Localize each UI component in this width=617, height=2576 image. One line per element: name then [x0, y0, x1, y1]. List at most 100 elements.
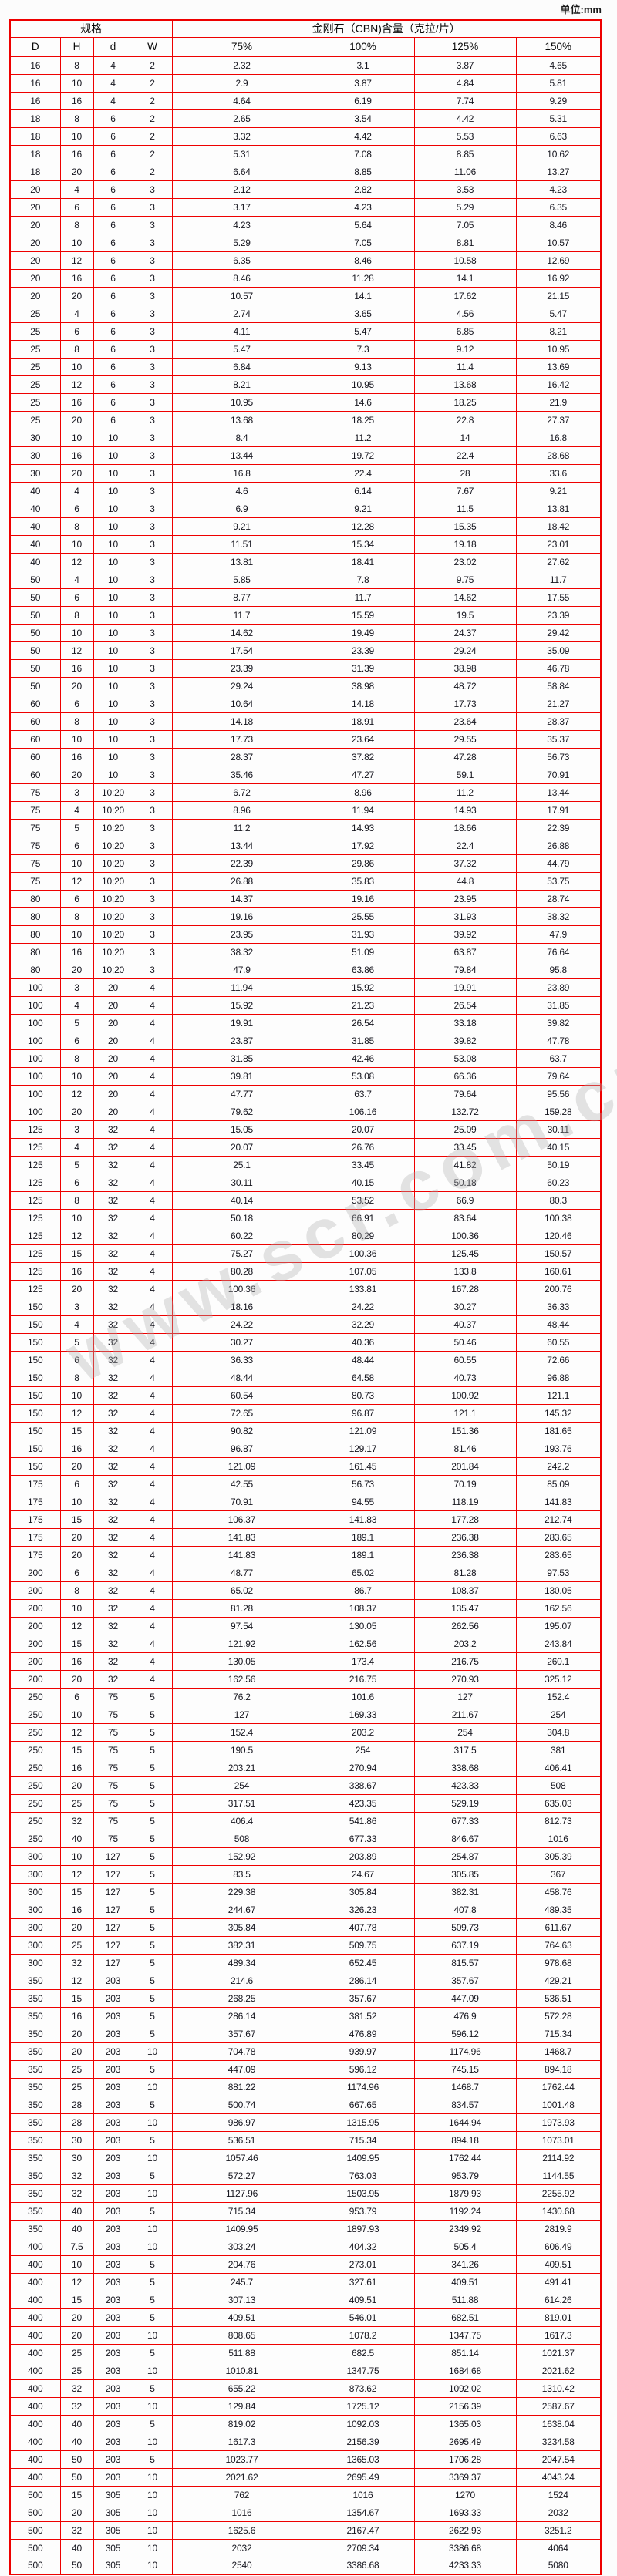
spec-cell: 25 [59, 2059, 94, 2079]
value-cell: 44.8 [413, 871, 517, 891]
spec-cell: 15 [59, 1634, 94, 1653]
value-cell: 326.23 [311, 1900, 415, 1919]
value-cell: 33.6 [515, 463, 602, 483]
value-cell: 1092.03 [311, 2414, 415, 2433]
value-cell: 5.31 [171, 144, 312, 163]
value-cell: 204.76 [171, 2254, 312, 2274]
spec-cell: 6 [93, 233, 133, 252]
spec-cell: 20 [93, 1013, 133, 1032]
value-cell: 25.1 [171, 1155, 312, 1174]
value-cell: 203.2 [413, 1634, 517, 1653]
spec-cell: 20 [59, 162, 94, 181]
value-cell: 65.02 [311, 1563, 415, 1582]
value-cell: 16.92 [515, 268, 602, 288]
value-cell: 130.05 [515, 1581, 602, 1600]
spec-cell: 60 [9, 765, 61, 784]
spec-cell: 32 [93, 1634, 133, 1653]
spec-cell: 12 [59, 375, 94, 394]
value-cell: 22.39 [515, 818, 602, 837]
value-cell: 1365.03 [413, 2414, 517, 2433]
spec-cell: 4 [93, 91, 133, 110]
value-cell: 19.16 [311, 889, 415, 908]
value-cell: 72.66 [515, 1350, 602, 1369]
spec-cell: 40 [59, 1829, 94, 1848]
value-cell: 381 [515, 1740, 602, 1759]
spec-cell: 12 [59, 1864, 94, 1884]
spec-cell: 125 [9, 1190, 61, 1210]
value-cell: 572.27 [171, 2166, 312, 2185]
table-row: 400 12 203 5 245.7 327.61 409.51 491.41 [9, 2272, 602, 2291]
value-cell: 8.96 [311, 783, 415, 802]
spec-cell: 203 [93, 2166, 133, 2185]
spec-cell: 16 [59, 658, 94, 678]
spec-cell: 8 [59, 56, 94, 75]
table-row: 300 20 127 5 305.84 407.78 509.73 611.67 [9, 1918, 602, 1937]
spec-cell: 32 [93, 1350, 133, 1369]
value-cell: 66.9 [413, 1190, 517, 1210]
value-cell: 64.58 [311, 1368, 415, 1387]
value-cell: 16.42 [515, 375, 602, 394]
spec-cell: 10 [93, 623, 133, 642]
spec-cell: 32 [93, 1386, 133, 1405]
value-cell: 254 [515, 1705, 602, 1724]
value-cell: 3386.68 [311, 2556, 415, 2575]
spec-cell: 10 [93, 570, 133, 589]
table-row: 20 6 6 3 3.17 4.23 5.29 6.35 [9, 197, 602, 217]
table-row: 350 32 203 10 1127.96 1503.95 1879.93 2255.92 [9, 2184, 602, 2203]
value-cell: 715.34 [311, 2130, 415, 2150]
value-cell: 409.51 [515, 2254, 602, 2274]
spec-cell: 32 [93, 1279, 133, 1298]
spec-cell: 203 [93, 2450, 133, 2469]
value-cell: 423.35 [311, 1793, 415, 1813]
table-body: 16 8 4 2 2.32 3.1 3.87 4.65 16 10 4 2 2.9 3.87 4.84 5.8… [9, 56, 602, 2575]
value-cell: 24.37 [413, 623, 517, 642]
spec-cell: 175 [9, 1474, 61, 1493]
spec-cell: 30 [59, 2130, 94, 2150]
spec-cell: 4 [132, 1634, 173, 1653]
table-row: 500 15 305 10 762 1016 1270 1524 [9, 2485, 602, 2504]
spec-cell: 250 [9, 1722, 61, 1742]
spec-cell: 25 [59, 1793, 94, 1813]
spec-cell: 4 [132, 1545, 173, 1564]
value-cell: 48.77 [171, 1563, 312, 1582]
value-cell: 1524 [515, 2485, 602, 2504]
value-cell: 4.65 [515, 56, 602, 75]
value-cell: 511.88 [171, 2343, 312, 2362]
spec-cell: 400 [9, 2467, 61, 2487]
spec-cell: 50 [59, 2556, 94, 2575]
value-cell: 986.97 [171, 2113, 312, 2132]
value-cell: 162.56 [311, 1634, 415, 1653]
spec-cell: 60 [9, 712, 61, 731]
value-cell: 15.05 [171, 1120, 312, 1139]
value-cell: 7.8 [311, 570, 415, 589]
spec-cell: 305 [93, 2538, 133, 2557]
value-cell: 60.55 [413, 1350, 517, 1369]
spec-cell: 32 [93, 1616, 133, 1635]
value-cell: 6.85 [413, 322, 517, 341]
spec-cell: 350 [9, 2024, 61, 2043]
value-cell: 2156.39 [413, 2396, 517, 2416]
spec-cell: 20 [59, 2024, 94, 2043]
value-cell: 404.32 [311, 2237, 415, 2256]
spec-cell: 10;20 [93, 854, 133, 873]
spec-cell: 25 [9, 375, 61, 394]
value-cell: 23.64 [413, 712, 517, 731]
spec-cell: 203 [93, 2254, 133, 2274]
value-cell: 677.33 [311, 1829, 415, 1848]
value-cell: 236.38 [413, 1527, 517, 1547]
spec-cell: 4 [132, 1297, 173, 1316]
spec-cell: 40 [9, 481, 61, 500]
spec-cell: 10 [59, 1847, 94, 1866]
spec-cell: 5 [132, 1988, 173, 2008]
spec-cell: 5 [132, 1918, 173, 1937]
spec-cell: 5 [132, 1705, 173, 1724]
spec-cell: 10 [59, 428, 94, 447]
value-cell: 260.1 [515, 1652, 602, 1671]
table-row: 75 5 10;20 3 11.2 14.93 18.66 22.39 [9, 818, 602, 837]
spec-cell: 3 [132, 818, 173, 837]
value-cell: 169.33 [311, 1705, 415, 1724]
spec-cell: 250 [9, 1793, 61, 1813]
table-row: 350 28 203 5 500.74 667.65 834.57 1001.48 [9, 2095, 602, 2114]
value-cell: 23.39 [311, 641, 415, 660]
spec-cell: 25 [59, 1935, 94, 1955]
